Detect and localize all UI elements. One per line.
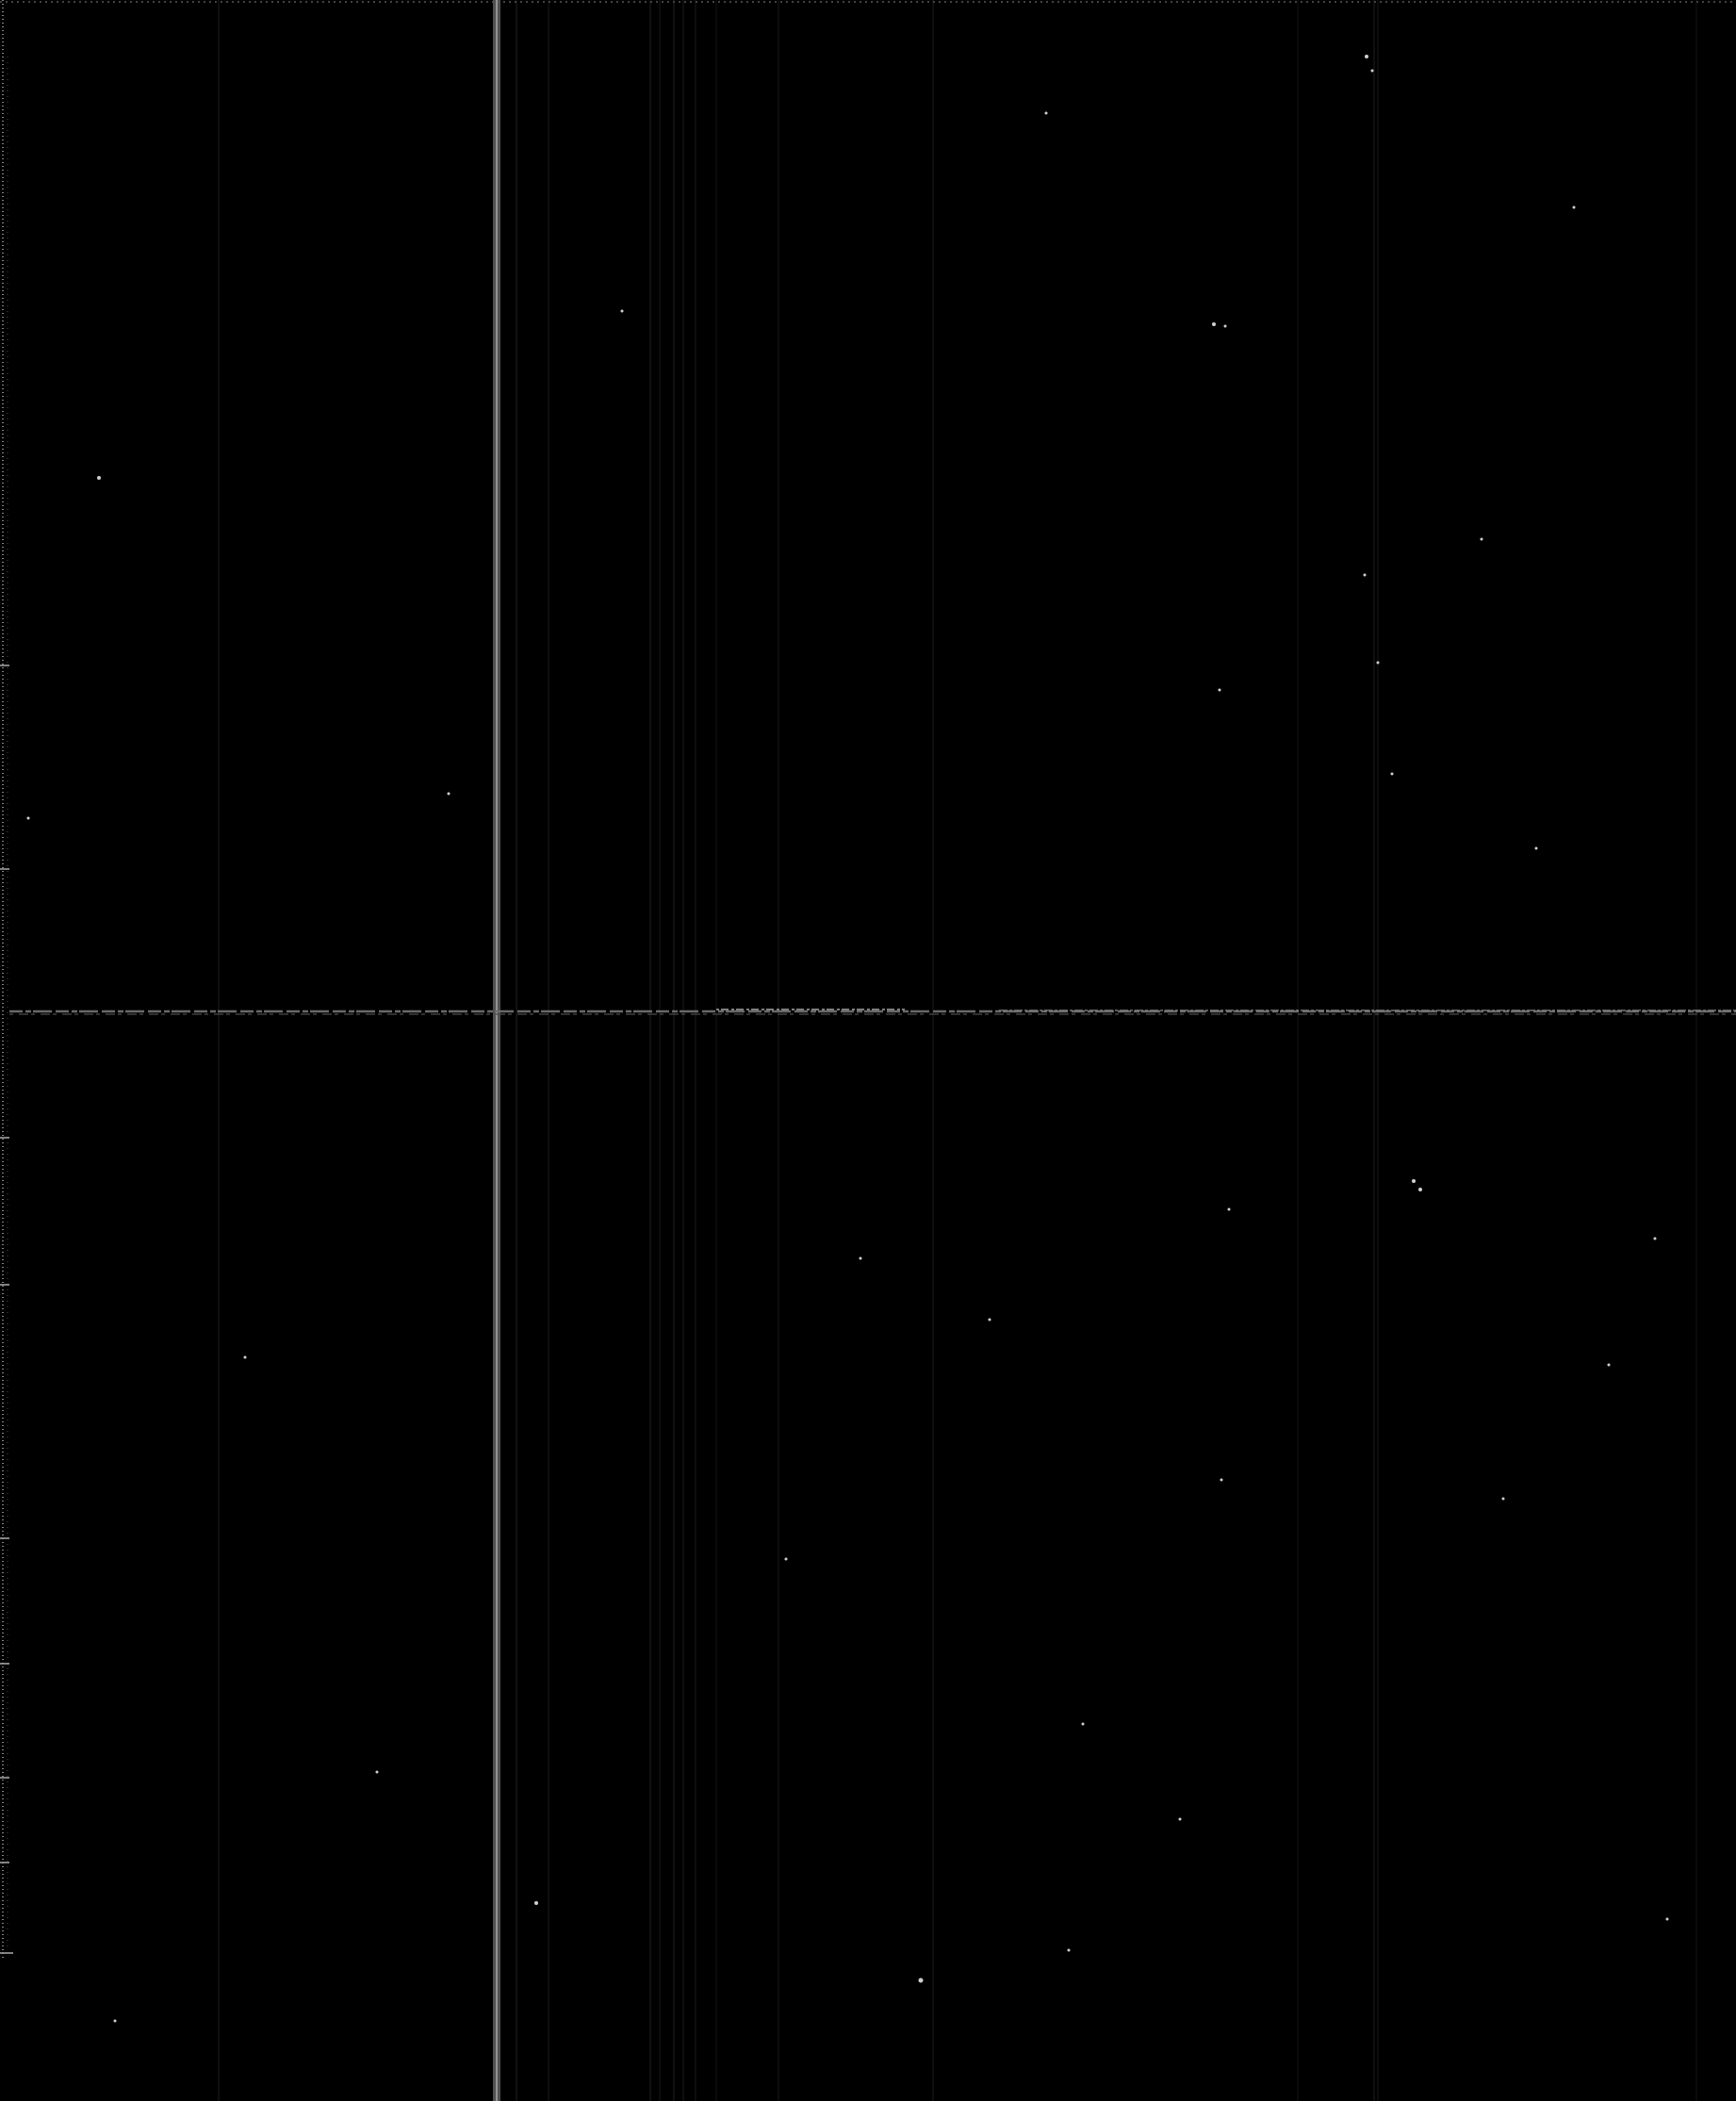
dust-specks [26, 55, 1669, 2023]
left-paper-edge [0, 0, 13, 1961]
horizontal-fold-line [9, 1009, 1736, 1015]
vertical-fold-line [493, 0, 500, 2101]
faint-vertical-streaks [218, 0, 1697, 2101]
